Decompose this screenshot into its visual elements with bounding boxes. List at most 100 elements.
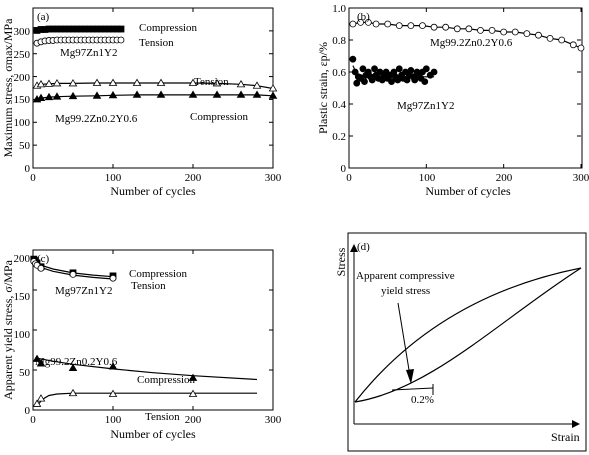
panel-b-point [411, 76, 419, 84]
panel-a-ytick-label: 50 [19, 140, 31, 152]
panel-a-point [108, 90, 118, 99]
panel-a-annotation: Mg99.2Zn0.2Y0.6 [55, 113, 138, 125]
panel-b-ytick-label: 0.6 [332, 67, 346, 79]
panel-a: 0 100 200 300 0 50 100 150 200 250 300 (… [1, 7, 282, 198]
panel-b-point [421, 78, 429, 85]
panel-a-xtick-label: 100 [105, 172, 122, 184]
panel-b-point [407, 67, 415, 74]
panel-a-ytick-label: 300 [14, 26, 31, 38]
panel-a-xtick-label: 300 [265, 172, 282, 184]
panel-c-point [69, 270, 77, 278]
panel-a-point [36, 93, 46, 101]
panel-b-point [577, 44, 585, 52]
panel-b-point [569, 41, 577, 49]
panel-b-annotation: Mg97Zn1Y2 [397, 100, 454, 112]
panel-b-point [558, 36, 566, 44]
panel-b-xtick-labels: 0 100 200 300 [346, 172, 589, 184]
panel-c-point [108, 389, 118, 397]
panel-a-point [44, 79, 54, 87]
hysteresis-loop-upper [354, 267, 582, 403]
panel-b-point [368, 76, 376, 84]
panel-b-point [364, 18, 372, 26]
panel-a-point [132, 90, 142, 98]
panel-a-annotation: Mg97Zn1Y2 [60, 47, 117, 59]
panel-b-ytick-label: 0 [341, 163, 347, 175]
panel-c-label: (c) [37, 253, 50, 265]
panel-c-point [108, 362, 118, 370]
panel-b-ytick-label: 1.0 [332, 3, 346, 15]
panel-c-ytick-label: 100 [14, 329, 31, 341]
panel-b-point [407, 22, 415, 30]
panel-c-markers [30, 255, 198, 407]
panel-c-xtick-label: 0 [30, 414, 36, 426]
panel-b-ytick-label: 0.4 [332, 99, 346, 111]
panel-b-point [395, 22, 403, 30]
panel-a-xlabel: Number of cycles [110, 184, 196, 198]
panel-a-point [212, 90, 222, 98]
panel-a-point [68, 91, 78, 100]
panel-a-annotation: Compression [139, 22, 198, 34]
panel-c-point [36, 394, 46, 402]
offset-label: 0.2% [411, 394, 434, 406]
panel-b-xtick-label: 100 [419, 172, 436, 184]
panel-c: 0 100 200 300 0 50 100 150 200 (c) Compr… [1, 249, 282, 441]
panel-c-xtick-label: 300 [265, 414, 282, 426]
panel-b-frame [348, 7, 583, 169]
panel-c-ticks [32, 249, 274, 411]
panel-c-xtick-label: 200 [185, 414, 202, 426]
panel-c-ytick-label: 0 [25, 405, 31, 417]
panel-a-point [52, 92, 62, 100]
panel-b-point [395, 65, 403, 73]
panel-b-point [546, 35, 554, 42]
panel-a-point [108, 78, 118, 86]
panel-a-markers [32, 25, 278, 103]
panel-a-point [68, 79, 78, 87]
panel-a-point [188, 90, 198, 98]
panel-c-annotation: Compression [137, 374, 196, 386]
panel-b-xtick-label: 200 [496, 172, 513, 184]
panel-c-annotation: Tension [131, 280, 166, 292]
panel-d-frame [347, 232, 587, 452]
panel-c-ytick-labels: 0 50 100 150 200 [14, 253, 31, 417]
offset-line-0-2-percent [391, 387, 434, 391]
panel-b-point [419, 22, 426, 30]
panel-a-point [132, 78, 142, 86]
panel-b-point [384, 20, 392, 28]
panel-b-ytick-label: 0.8 [332, 35, 346, 47]
panel-a-xtick-label: 200 [185, 172, 202, 184]
panel-c-point [68, 363, 78, 372]
panel-a-ytick-labels: 0 50 100 150 200 250 300 [14, 26, 31, 175]
panel-a-point [117, 25, 125, 33]
panel-a-point [156, 90, 166, 98]
panel-a-xtick-labels: 0 100 200 300 [30, 172, 282, 184]
panel-b-point [430, 23, 438, 31]
panel-b-point [523, 30, 531, 37]
panel-a-point [44, 92, 54, 101]
panel-c-ytick-label: 50 [19, 367, 31, 379]
panel-b-point [361, 78, 368, 85]
hysteresis-loop-lower [354, 267, 582, 403]
panel-c-annotation: Mg97Zn1Y2 [55, 285, 112, 297]
panel-c-point [188, 389, 198, 397]
panel-b-point [371, 65, 378, 73]
panel-c-ytick-label: 200 [14, 253, 31, 265]
panel-c-annotation: Compression [129, 268, 188, 280]
panel-b-ytick-label: 0.2 [332, 131, 346, 143]
panel-a-annotation: Tension [194, 76, 229, 88]
panel-b-xlabel: Number of cycles [425, 184, 511, 198]
panel-a-label: (a) [37, 11, 50, 23]
panel-b-series-line-0 [352, 21, 582, 49]
yield-stress-arrow-line [397, 302, 411, 377]
panel-a-point [156, 78, 166, 86]
panel-b-point [357, 18, 365, 26]
panel-a-ytick-label: 100 [14, 117, 31, 129]
panel-a-point [212, 79, 222, 87]
panel-b-point [349, 20, 357, 28]
panel-b-point [388, 78, 395, 85]
panel-b-point [453, 25, 461, 33]
yield-stress-arrowhead [406, 369, 414, 384]
panel-a-annotation: Tension [139, 37, 174, 49]
panel-d-label: (d) [357, 241, 370, 253]
panel-c-xtick-label: 100 [105, 414, 122, 426]
